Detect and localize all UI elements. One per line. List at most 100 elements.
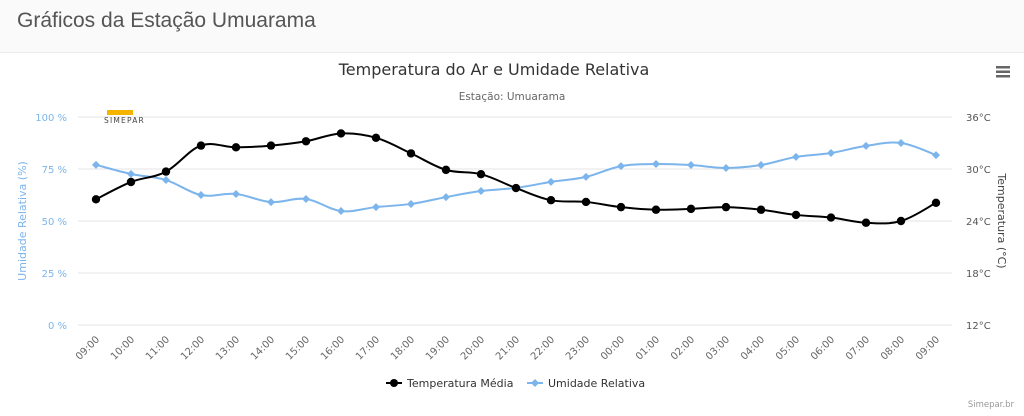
data-point[interactable] xyxy=(862,141,870,150)
data-point[interactable] xyxy=(337,207,345,216)
data-point[interactable] xyxy=(407,199,415,208)
legend-item-umidade[interactable]: Umidade Relativa xyxy=(527,377,645,390)
data-point[interactable] xyxy=(826,213,836,222)
data-point[interactable] xyxy=(372,203,380,212)
legend-item-temperatura[interactable]: Temperatura Média xyxy=(386,377,513,390)
series-temperatura-media xyxy=(91,129,941,227)
data-point[interactable] xyxy=(756,205,766,214)
data-point[interactable] xyxy=(91,195,101,204)
data-point[interactable] xyxy=(651,205,661,214)
data-point[interactable] xyxy=(792,152,800,161)
series-layer xyxy=(91,129,941,227)
x-axis-tick-label: 09:00 xyxy=(74,334,102,362)
data-point[interactable] xyxy=(371,133,381,142)
x-axis: 09:00 10:00 11:00 12:00 13:00 14:00 15:00 16:00… xyxy=(74,334,942,362)
x-axis-tick-label: 00:00 xyxy=(599,334,627,362)
data-point[interactable] xyxy=(441,165,451,175)
x-axis-tick-label: 21:00 xyxy=(494,334,522,362)
legend-label-temperatura: Temperatura Média xyxy=(406,377,513,390)
left-y-axis: 0 % 25 % 50 % 75 % 100 % xyxy=(35,113,67,332)
data-point[interactable] xyxy=(231,143,241,152)
data-point[interactable] xyxy=(932,151,940,160)
data-point[interactable] xyxy=(477,187,485,196)
data-point[interactable] xyxy=(406,149,416,158)
data-point[interactable] xyxy=(931,198,941,207)
right-axis-title: Temperatura (°C) xyxy=(995,172,1008,268)
right-y-axis: 12°C 18°C 24°C 30°C 36°C xyxy=(966,113,991,332)
legend-label-umidade: Umidade Relativa xyxy=(548,377,645,390)
right-axis-tick-label: 18°C xyxy=(966,269,991,280)
data-point[interactable] xyxy=(161,167,171,176)
data-point[interactable] xyxy=(476,170,486,179)
data-point[interactable] xyxy=(126,177,136,187)
x-axis-tick-label: 06:00 xyxy=(809,334,837,362)
data-point[interactable] xyxy=(861,218,871,227)
data-point[interactable] xyxy=(581,197,591,207)
x-axis-tick-label: 12:00 xyxy=(179,334,207,362)
page-title: Gráficos da Estação Umuarama xyxy=(17,9,316,32)
data-point[interactable] xyxy=(686,204,696,214)
left-axis-tick-label: 100 % xyxy=(35,113,67,124)
data-point[interactable] xyxy=(301,137,311,146)
data-point[interactable] xyxy=(791,210,801,220)
data-point[interactable] xyxy=(722,163,730,172)
x-axis-tick-label: 10:00 xyxy=(109,334,137,362)
data-point[interactable] xyxy=(302,194,310,203)
x-axis-tick-label: 08:00 xyxy=(879,334,907,362)
series-line xyxy=(95,141,937,213)
data-point[interactable] xyxy=(266,141,276,150)
data-point[interactable] xyxy=(196,141,206,150)
grid-lines xyxy=(78,116,952,326)
page-header: Gráficos da Estação Umuarama xyxy=(0,0,1024,53)
left-axis-tick-label: 75 % xyxy=(42,165,67,176)
data-point[interactable] xyxy=(896,216,906,226)
x-axis-tick-label: 07:00 xyxy=(844,334,872,362)
data-point[interactable] xyxy=(511,183,521,193)
data-point[interactable] xyxy=(546,196,556,205)
right-axis-tick-label: 36°C xyxy=(966,113,991,124)
simepar-logo: SIMEPAR xyxy=(104,110,145,125)
x-axis-tick-label: 13:00 xyxy=(214,334,242,362)
data-point[interactable] xyxy=(617,162,625,171)
data-point[interactable] xyxy=(162,176,170,185)
x-axis-tick-label: 19:00 xyxy=(424,334,452,362)
left-axis-title: Umidade Relativa (%) xyxy=(16,161,29,281)
series-umidade-relativa xyxy=(92,139,940,216)
left-axis-tick-label: 50 % xyxy=(42,217,67,228)
data-point[interactable] xyxy=(827,148,835,157)
right-axis-tick-label: 24°C xyxy=(966,217,991,228)
data-point[interactable] xyxy=(652,160,660,169)
data-point[interactable] xyxy=(616,202,626,212)
data-point[interactable] xyxy=(232,189,240,198)
x-axis-tick-label: 03:00 xyxy=(704,334,732,362)
x-axis-tick-label: 16:00 xyxy=(319,334,347,362)
x-axis-tick-label: 17:00 xyxy=(354,334,382,362)
data-point[interactable] xyxy=(547,177,555,186)
data-point[interactable] xyxy=(582,172,590,181)
hamburger-menu-icon[interactable] xyxy=(993,63,1013,81)
x-axis-tick-label: 01:00 xyxy=(634,334,662,362)
x-axis-tick-label: 02:00 xyxy=(669,334,697,362)
x-axis-tick-label: 05:00 xyxy=(774,334,802,362)
x-axis-tick-label: 14:00 xyxy=(249,334,277,362)
data-point[interactable] xyxy=(92,160,100,169)
data-point[interactable] xyxy=(197,191,205,199)
data-point[interactable] xyxy=(757,161,765,170)
data-point[interactable] xyxy=(897,139,905,147)
x-axis-tick-label: 11:00 xyxy=(144,334,172,362)
logo-text: SIMEPAR xyxy=(104,116,145,125)
x-axis-tick-label: 22:00 xyxy=(529,334,557,362)
credits-link[interactable]: Simepar.br xyxy=(968,400,1015,410)
data-point[interactable] xyxy=(127,169,135,178)
data-point[interactable] xyxy=(687,161,695,170)
x-axis-tick-label: 04:00 xyxy=(739,334,767,362)
x-axis-tick-label: 15:00 xyxy=(284,334,312,362)
legend: Temperatura Média Umidade Relativa xyxy=(386,377,645,390)
data-point[interactable] xyxy=(721,202,731,212)
x-axis-tick-label: 23:00 xyxy=(564,334,592,362)
data-point[interactable] xyxy=(442,193,450,202)
right-axis-tick-label: 12°C xyxy=(966,321,991,332)
data-point[interactable] xyxy=(336,129,346,138)
data-point[interactable] xyxy=(267,198,275,207)
